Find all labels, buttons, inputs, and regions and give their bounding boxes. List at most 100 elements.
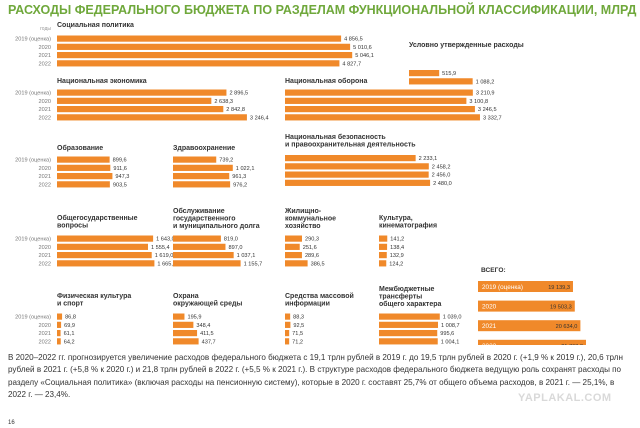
bar-value-label: 290,3 (305, 237, 319, 243)
panel: Образование 2019 (оценка) 899,6 2020 911,6 20… (15, 144, 129, 188)
panel: Социальная политика 2019 (оценка) 4 856,5 2… (15, 22, 374, 67)
bar-value-label: 2 233,1 (419, 156, 438, 162)
total-value-label: 19 503,3 (550, 305, 572, 311)
bar (57, 321, 62, 328)
bar (173, 243, 226, 250)
bar-value-label: 4 856,5 (344, 37, 363, 43)
total-value-label: 20 634,0 (556, 324, 578, 330)
bar (285, 89, 473, 96)
bar-value-label: 437,7 (202, 339, 216, 345)
total-value-label: 19 139,3 (548, 285, 570, 291)
bar (285, 321, 291, 328)
panel-title-line: Национальная безопасность (285, 133, 386, 141)
bar (173, 260, 241, 267)
bar (57, 35, 342, 42)
bar-value-label: 899,6 (113, 158, 127, 164)
panel-title-line: и муниципального долга (173, 223, 260, 230)
bar (57, 89, 227, 96)
total-bar (478, 339, 586, 345)
bar (57, 243, 148, 250)
bar-value-label: 5 046,1 (355, 53, 374, 59)
panel-title-line: Образование (57, 144, 103, 152)
bar-value-label: 903,5 (113, 182, 127, 188)
bar (285, 106, 475, 113)
year-label: 2022 (39, 61, 51, 67)
bar (285, 260, 308, 267)
bar (173, 173, 230, 180)
bar-value-label: 911,6 (113, 166, 127, 172)
bar-value-label: 3 246,5 (478, 107, 497, 113)
bar-value-label: 141,2 (390, 237, 404, 243)
bar (173, 313, 185, 320)
total-value-label: 21 763,3 (561, 344, 583, 345)
year-label: 2022 (39, 339, 51, 345)
bar-value-label: 2 480,0 (433, 181, 452, 187)
bar (379, 260, 387, 267)
years-header: годы (40, 26, 51, 32)
bar-value-label: 71,5 (292, 331, 303, 337)
panel-title-line: государственного (173, 216, 236, 223)
bar (57, 52, 353, 59)
bar (379, 330, 438, 337)
year-label: 2019 (оценка) (15, 91, 51, 97)
bar (57, 97, 212, 104)
panel-title-line: Национальная оборона (285, 77, 368, 85)
bar-value-label: 1 004,1 (441, 339, 460, 345)
bar (379, 313, 440, 320)
year-label: 2021 (39, 107, 51, 113)
bar-value-label: 2 456,0 (432, 173, 451, 179)
bar (379, 243, 388, 250)
year-label: 2019 (оценка) (15, 37, 51, 43)
bar (285, 330, 290, 337)
bar-value-label: 195,9 (187, 315, 201, 321)
panel-title-line: Культура, (379, 215, 413, 222)
total-year-label: 2022 (482, 343, 497, 345)
panel-title-line: Обслуживание (173, 207, 225, 215)
bar-value-label: 3 332,7 (483, 115, 502, 121)
bar-value-label: 88,3 (293, 315, 304, 321)
panel-title-line: и спорт (57, 301, 84, 308)
bar (379, 235, 388, 242)
bar-value-label: 2 458,2 (432, 164, 451, 170)
bar-value-label: 132,9 (390, 253, 404, 259)
bar (285, 313, 291, 320)
panel-title-line: вопросы (57, 223, 88, 230)
bar (379, 338, 438, 345)
bar (57, 330, 61, 337)
year-label: 2021 (39, 53, 51, 59)
year-label: 2020 (39, 166, 51, 172)
bar (57, 181, 110, 188)
bar-value-label: 4 827,7 (342, 61, 361, 67)
total-bar (478, 300, 575, 312)
bar (57, 164, 111, 171)
bar-value-label: 1 665,1 (157, 261, 176, 267)
bar (57, 114, 247, 121)
panel-title-line: коммунальное (285, 216, 336, 223)
bar-value-label: 1 022,1 (236, 166, 255, 172)
bar (57, 338, 61, 345)
bar (57, 313, 63, 320)
bar-value-label: 1 088,2 (476, 79, 495, 85)
bar-value-label: 515,9 (442, 71, 456, 77)
bar-value-label: 386,5 (311, 261, 325, 267)
panel-title-line: Средства массовой (285, 292, 354, 300)
bar-value-label: 1 008,7 (441, 323, 460, 329)
year-label: 2020 (39, 323, 51, 329)
bar-value-label: 2 638,3 (214, 99, 233, 105)
bar-value-label: 976,2 (233, 182, 247, 188)
bar (409, 70, 440, 77)
year-label: 2019 (оценка) (15, 158, 51, 164)
bar-value-label: 819,0 (224, 237, 238, 243)
panel-title-line: хозяйство (285, 222, 321, 230)
panel: Культура,кинематография 141,2 138,4 132,9 12… (379, 215, 437, 267)
panel: Национальная оборона 3 210,9 3 100,8 3 246,… (285, 77, 502, 121)
panel-title-line: общего характера (379, 300, 441, 308)
bar-value-label: 289,6 (305, 253, 319, 259)
year-label: 2020 (39, 45, 51, 51)
bar-value-label: 61,1 (64, 331, 75, 337)
